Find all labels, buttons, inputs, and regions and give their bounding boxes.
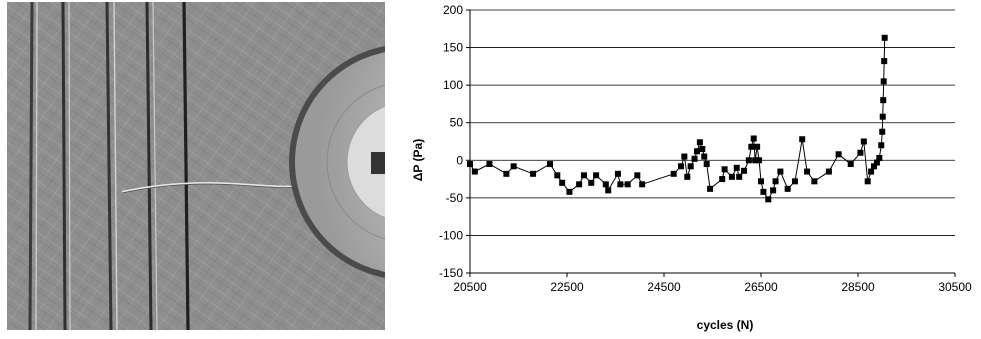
data-point bbox=[799, 136, 806, 143]
data-point bbox=[605, 187, 612, 194]
data-point bbox=[733, 164, 740, 171]
data-point bbox=[670, 170, 677, 177]
data-point bbox=[691, 155, 698, 162]
data-point bbox=[748, 143, 755, 150]
data-point bbox=[684, 173, 691, 180]
y-tick-label: -50 bbox=[446, 191, 464, 205]
data-point bbox=[770, 187, 777, 194]
x-tick-label: 26500 bbox=[744, 280, 778, 294]
data-point bbox=[881, 58, 888, 65]
data-point bbox=[736, 173, 743, 180]
data-point bbox=[602, 181, 609, 188]
x-tick-label: 24500 bbox=[647, 280, 681, 294]
data-point bbox=[804, 168, 811, 175]
data-point bbox=[758, 178, 764, 185]
data-point bbox=[835, 151, 842, 158]
data-point bbox=[879, 128, 886, 135]
data-point bbox=[784, 185, 791, 192]
data-point bbox=[871, 163, 878, 170]
specimen-photo-image bbox=[7, 1, 525, 331]
data-point bbox=[873, 159, 880, 166]
data-point bbox=[750, 135, 757, 142]
data-point bbox=[693, 148, 700, 155]
data-point bbox=[772, 178, 779, 185]
data-point bbox=[719, 176, 726, 183]
data-point bbox=[701, 153, 708, 160]
y-tick-label: 100 bbox=[443, 78, 463, 92]
x-tick-label: 22500 bbox=[550, 280, 584, 294]
y-tick-label: -100 bbox=[439, 228, 463, 242]
data-point bbox=[554, 172, 561, 179]
y-tick-label: 0 bbox=[456, 153, 463, 167]
data-point bbox=[503, 170, 510, 177]
data-point bbox=[510, 163, 517, 170]
data-point bbox=[791, 178, 798, 185]
data-point bbox=[681, 153, 688, 160]
data-point bbox=[588, 179, 595, 186]
data-point bbox=[777, 168, 784, 175]
data-point bbox=[847, 161, 854, 168]
data-point bbox=[471, 168, 478, 175]
data-point bbox=[486, 161, 493, 168]
x-tick-label: 28500 bbox=[841, 280, 875, 294]
data-point bbox=[765, 196, 772, 203]
chart: -150 -100 -50 0 50 100 150 200 20500 22500 24500 2… bbox=[400, 0, 981, 334]
data-point bbox=[728, 173, 735, 180]
data-point bbox=[825, 168, 832, 175]
y-tick-label: -150 bbox=[439, 266, 463, 280]
data-point bbox=[624, 181, 631, 188]
y-tick-labels: -150 -100 -50 0 50 100 150 200 bbox=[439, 3, 463, 280]
data-point bbox=[880, 97, 887, 104]
y-axis-label: ΔP (Pa) bbox=[411, 139, 425, 181]
data-point bbox=[741, 167, 748, 174]
gridlines bbox=[470, 9, 955, 274]
data-point bbox=[707, 185, 714, 192]
data-point bbox=[881, 34, 888, 41]
y-tick-label: 200 bbox=[443, 3, 463, 17]
data-point bbox=[879, 113, 886, 120]
data-point bbox=[580, 172, 587, 179]
x-tick-labels: 20500 22500 24500 26500 28500 30500 bbox=[453, 280, 972, 294]
data-point bbox=[576, 181, 583, 188]
data-point bbox=[868, 168, 875, 175]
specimen-photo bbox=[7, 1, 525, 331]
data-point bbox=[467, 161, 473, 168]
data-point bbox=[699, 146, 706, 153]
data-point bbox=[752, 157, 759, 164]
data-point bbox=[639, 181, 646, 188]
data-point bbox=[878, 142, 885, 149]
data-point bbox=[696, 139, 703, 146]
data-point bbox=[593, 172, 600, 179]
x-tick-label: 30500 bbox=[938, 280, 972, 294]
y-tick-label: 150 bbox=[443, 41, 463, 55]
data-point bbox=[559, 179, 566, 186]
data-point bbox=[634, 172, 641, 179]
x-axis-label: cycles (N) bbox=[697, 318, 754, 332]
series-pressure-difference bbox=[467, 34, 888, 203]
y-tick-label: 50 bbox=[450, 116, 464, 130]
data-point bbox=[811, 178, 818, 185]
data-point bbox=[760, 188, 767, 195]
x-tick-label: 20500 bbox=[453, 280, 487, 294]
data-point bbox=[880, 78, 887, 85]
data-point bbox=[876, 155, 883, 162]
data-point bbox=[754, 143, 761, 150]
data-point bbox=[677, 163, 684, 170]
data-point bbox=[614, 170, 621, 177]
data-point bbox=[687, 163, 694, 170]
data-point bbox=[703, 161, 710, 168]
data-point bbox=[857, 149, 864, 156]
data-point bbox=[566, 188, 573, 195]
data-point bbox=[547, 161, 554, 168]
data-point bbox=[617, 181, 624, 188]
data-point bbox=[860, 138, 867, 145]
axes bbox=[466, 9, 956, 277]
data-point bbox=[530, 170, 537, 177]
data-point bbox=[721, 166, 728, 173]
data-point bbox=[745, 157, 752, 164]
data-point bbox=[864, 178, 871, 185]
data-point bbox=[756, 157, 763, 164]
